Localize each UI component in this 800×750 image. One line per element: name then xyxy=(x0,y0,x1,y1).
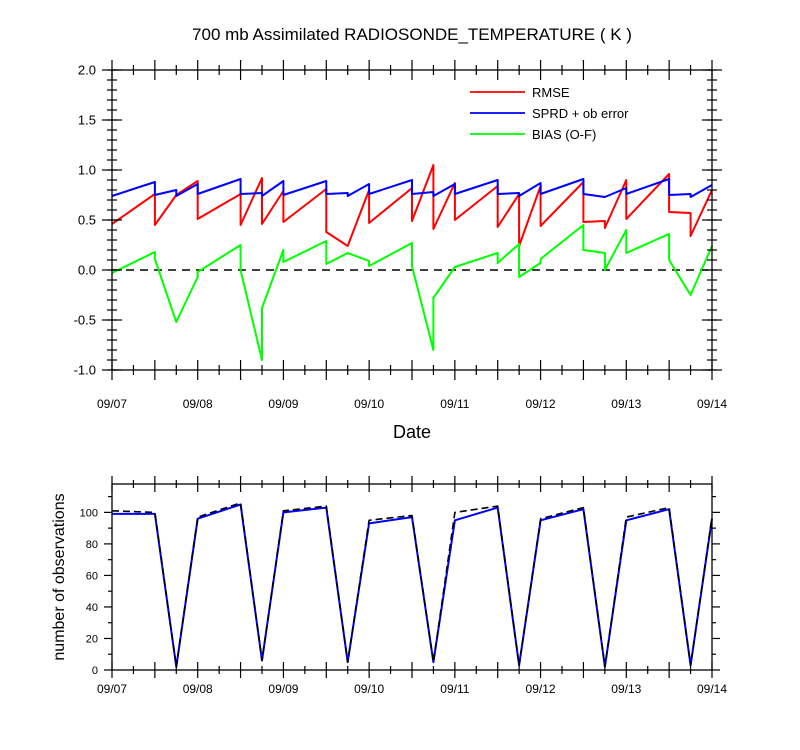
bottom-xtick-label: 09/13 xyxy=(611,682,641,696)
top-series-group xyxy=(111,164,713,361)
top-panel: 700 mb Assimilated RADIOSONDE_TEMPERATUR… xyxy=(74,25,728,442)
top-ytick-label: 2.0 xyxy=(78,63,96,78)
top-xtick-label: 09/07 xyxy=(97,397,127,411)
top-xtick-label: 09/08 xyxy=(183,397,213,411)
bottom-xtick-label: 09/10 xyxy=(354,682,384,696)
bottom-ytick-label: 80 xyxy=(86,539,98,551)
top-ytick-label: -1.0 xyxy=(74,363,96,378)
top-ticks-group xyxy=(102,60,722,380)
top-ytick-label: 0.5 xyxy=(78,213,96,228)
bottom-ytick-label: 20 xyxy=(86,633,98,645)
bottom-xtick-label: 09/11 xyxy=(440,682,469,696)
bottom-xtick-label: 09/14 xyxy=(697,682,727,696)
bottom-ytick-label: 40 xyxy=(86,602,98,614)
top-ytick-label: -0.5 xyxy=(74,313,96,328)
top-xtick-label: 09/10 xyxy=(354,397,384,411)
legend: RMSE SPRD + ob error BIAS (O-F) xyxy=(470,85,629,142)
bottom-ytick-labels: 0 20 40 60 80 100 xyxy=(80,507,98,677)
legend-sprd-label: SPRD + ob error xyxy=(532,106,629,121)
top-series-sprd-ob-error xyxy=(111,178,713,198)
bottom-ytick-label: 0 xyxy=(92,665,98,677)
top-xtick-label: 09/14 xyxy=(697,397,727,411)
top-chart-title: 700 mb Assimilated RADIOSONDE_TEMPERATUR… xyxy=(192,25,632,44)
top-xtick-label: 09/11 xyxy=(440,397,469,411)
bottom-xtick-labels: 09/07 09/08 09/09 09/10 09/11 09/12 09/13 09/14 xyxy=(97,682,727,696)
bottom-ytick-label: 60 xyxy=(86,570,98,582)
top-series-bias-o-f xyxy=(111,224,713,361)
bottom-series-possible xyxy=(111,502,713,668)
bottom-xtick-label: 09/12 xyxy=(526,682,556,696)
top-ytick-label: 1.5 xyxy=(78,113,96,128)
top-series-rmse xyxy=(111,164,713,247)
top-ytick-label: 1.0 xyxy=(78,163,96,178)
bottom-series-group xyxy=(111,502,713,668)
bottom-plot-frame xyxy=(111,483,713,671)
bottom-xtick-label: 09/09 xyxy=(268,682,298,696)
bottom-ytick-label: 100 xyxy=(80,507,98,519)
legend-bias-label: BIAS (O-F) xyxy=(532,127,596,142)
bottom-series-assimilated xyxy=(112,503,713,668)
top-xtick-label: 09/12 xyxy=(526,397,556,411)
bottom-ticks-group xyxy=(104,476,720,678)
bottom-xtick-label: 09/08 xyxy=(183,682,213,696)
top-xtick-label: 09/13 xyxy=(611,397,641,411)
legend-rmse-label: RMSE xyxy=(532,85,570,100)
top-xtick-labels: 09/07 09/08 09/09 09/10 09/11 09/12 09/13 09/14 xyxy=(97,397,727,411)
top-ytick-label: 0.0 xyxy=(78,263,96,278)
top-x-axis-label: Date xyxy=(393,422,431,442)
bottom-xtick-label: 09/07 xyxy=(97,682,127,696)
bottom-y-axis-label: number of observations xyxy=(51,493,68,660)
top-ytick-labels: -1.0 -0.5 0.0 0.5 1.0 1.5 2.0 xyxy=(74,63,96,378)
top-xtick-label: 09/09 xyxy=(268,397,298,411)
